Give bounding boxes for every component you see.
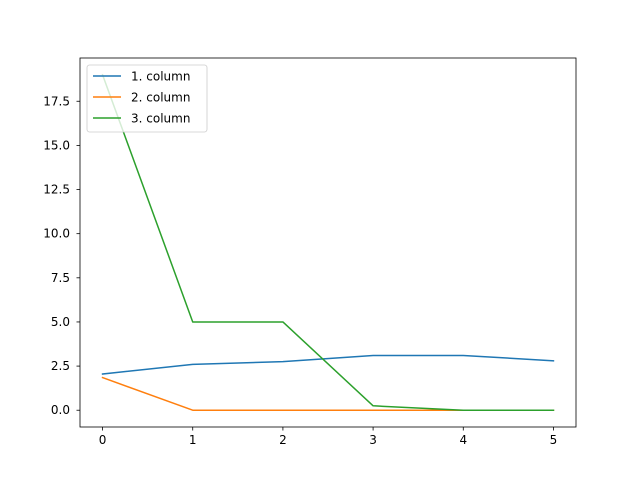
legend-label-2: 2. column bbox=[131, 91, 190, 105]
y-tick-label: 2.5 bbox=[51, 359, 70, 373]
y-tick-label: 17.5 bbox=[43, 94, 70, 108]
legend-box bbox=[86, 64, 208, 133]
x-tick-label: 5 bbox=[550, 433, 558, 447]
y-tick-label: 0.0 bbox=[51, 403, 70, 417]
plot-frame bbox=[79, 57, 577, 428]
series-line-1 bbox=[101, 354, 555, 375]
series-line-3 bbox=[101, 73, 555, 411]
legend-label-3: 3. column bbox=[131, 112, 190, 126]
x-tick-label: 3 bbox=[369, 433, 377, 447]
x-tick-label: 2 bbox=[279, 433, 287, 447]
x-tick-label: 4 bbox=[459, 433, 467, 447]
x-tick-label: 1 bbox=[189, 433, 197, 447]
y-tick-label: 12.5 bbox=[43, 183, 70, 197]
x-axis: 0 1 2 3 4 5 bbox=[99, 427, 558, 447]
legend-label-1: 1. column bbox=[131, 70, 190, 84]
y-axis: 0.0 2.5 5.0 7.5 10.0 12.5 15.0 17.5 bbox=[43, 94, 80, 417]
y-tick-label: 15.0 bbox=[43, 138, 70, 152]
y-tick-label: 7.5 bbox=[51, 271, 70, 285]
series-lines bbox=[101, 73, 555, 411]
legend: 1. column 2. column 3. column bbox=[86, 64, 208, 133]
y-tick-label: 5.0 bbox=[51, 315, 70, 329]
x-tick-label: 0 bbox=[99, 433, 107, 447]
y-tick-label: 10.0 bbox=[43, 227, 70, 241]
